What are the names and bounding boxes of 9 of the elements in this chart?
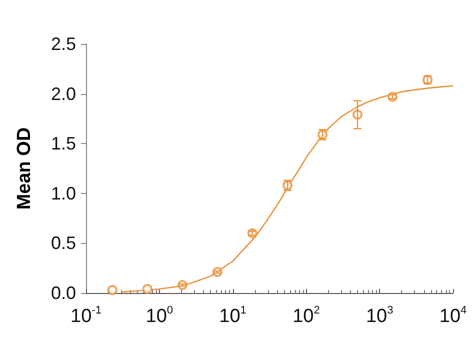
y-tick-label: 2.0 (50, 84, 76, 104)
y-tick-label: 0.0 (50, 283, 76, 303)
y-tick-label: 1.5 (50, 134, 76, 154)
y-tick-label: 2.5 (50, 34, 76, 54)
y-axis-title: Mean OD (14, 127, 35, 210)
y-tick-label: 1.0 (50, 183, 76, 204)
point (142, 284, 152, 294)
point (107, 285, 118, 296)
y-tick-label: 0.5 (50, 233, 76, 254)
